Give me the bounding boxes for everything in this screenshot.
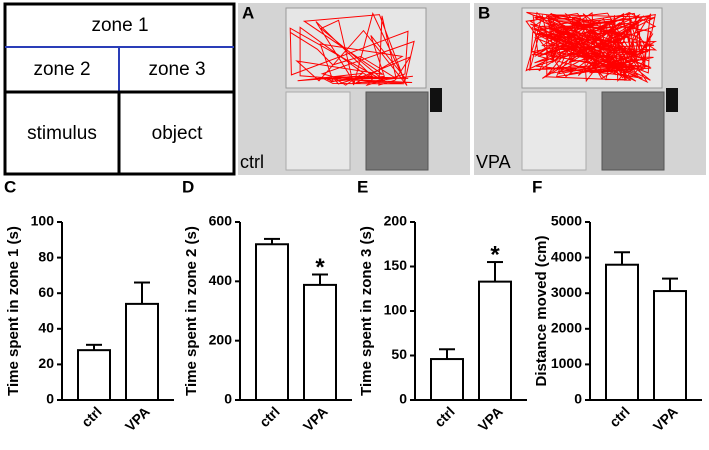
photo-caption: VPA: [476, 152, 511, 172]
bar: [255, 243, 289, 401]
chamber: [365, 91, 429, 171]
bar: [478, 280, 512, 402]
bar: [430, 358, 464, 401]
clip: [666, 88, 678, 112]
photo: B VPA: [474, 3, 706, 175]
y-tick-label: 4000: [551, 248, 582, 264]
y-tick-label: 1000: [551, 355, 582, 371]
panel-label: C: [4, 177, 16, 196]
panel-label: D: [182, 177, 194, 196]
y-axis-label: Time spent in zone 1 (s): [5, 226, 22, 396]
y-tick-label: 0: [399, 391, 407, 407]
y-tick-label: 0: [574, 391, 582, 407]
track: [289, 12, 415, 87]
panel-label: F: [532, 177, 542, 196]
x-tick-label: ctrl: [78, 403, 105, 430]
panel-label: E: [357, 177, 368, 196]
chamber: [285, 91, 351, 171]
panel-label: B: [478, 3, 490, 22]
y-tick-label: 200: [209, 331, 233, 347]
x-tick-label: ctrl: [606, 403, 633, 430]
significance-mark: *: [315, 254, 325, 281]
track: [525, 11, 658, 84]
bar: [605, 263, 639, 401]
x-tick-label: VPA: [475, 403, 506, 434]
zone-label: zone 2: [33, 59, 90, 80]
x-tick-label: VPA: [300, 403, 331, 434]
x-tick-label: VPA: [650, 403, 681, 434]
y-axis-label: Time spent in zone 2 (s): [183, 226, 200, 396]
x-tick-label: VPA: [122, 403, 153, 434]
chamber: [601, 91, 665, 171]
y-tick-label: 150: [384, 257, 408, 273]
zone-label: stimulus: [27, 123, 97, 144]
y-tick-label: 0: [46, 391, 54, 407]
y-tick-label: 200: [384, 213, 408, 229]
y-axis-label: Distance moved (cm): [533, 236, 550, 387]
y-tick-label: 100: [384, 302, 408, 318]
significance-mark: *: [490, 241, 500, 268]
bar: [653, 290, 687, 401]
zone-diagram: zone 1 zone 2 zone 3 stimulus object: [3, 2, 236, 176]
y-tick-label: 600: [209, 213, 233, 229]
y-tick-label: 400: [209, 272, 233, 288]
y-tick-label: 100: [31, 213, 55, 229]
bar: [303, 283, 337, 402]
x-tick-label: ctrl: [256, 403, 283, 430]
y-axis-label: Time spent in zone 3 (s): [358, 226, 375, 396]
bar: [77, 349, 111, 402]
zone-label: object: [152, 123, 203, 144]
y-tick-label: 3000: [551, 284, 582, 300]
y-tick-label: 0: [224, 391, 232, 407]
zone-label: zone 3: [148, 59, 205, 80]
zone-label: zone 1: [91, 15, 148, 36]
y-tick-label: 40: [38, 320, 54, 336]
y-tick-label: 50: [391, 346, 407, 362]
y-tick-label: 80: [38, 248, 54, 264]
chamber: [521, 91, 587, 171]
y-tick-label: 5000: [551, 213, 582, 229]
bar: [125, 302, 159, 402]
panel-label: A: [242, 3, 254, 22]
y-tick-label: 60: [38, 284, 54, 300]
photo-caption: ctrl: [240, 152, 264, 172]
clip: [430, 88, 442, 112]
x-tick-label: ctrl: [431, 403, 458, 430]
y-tick-label: 2000: [551, 320, 582, 336]
y-tick-label: 20: [38, 355, 54, 371]
